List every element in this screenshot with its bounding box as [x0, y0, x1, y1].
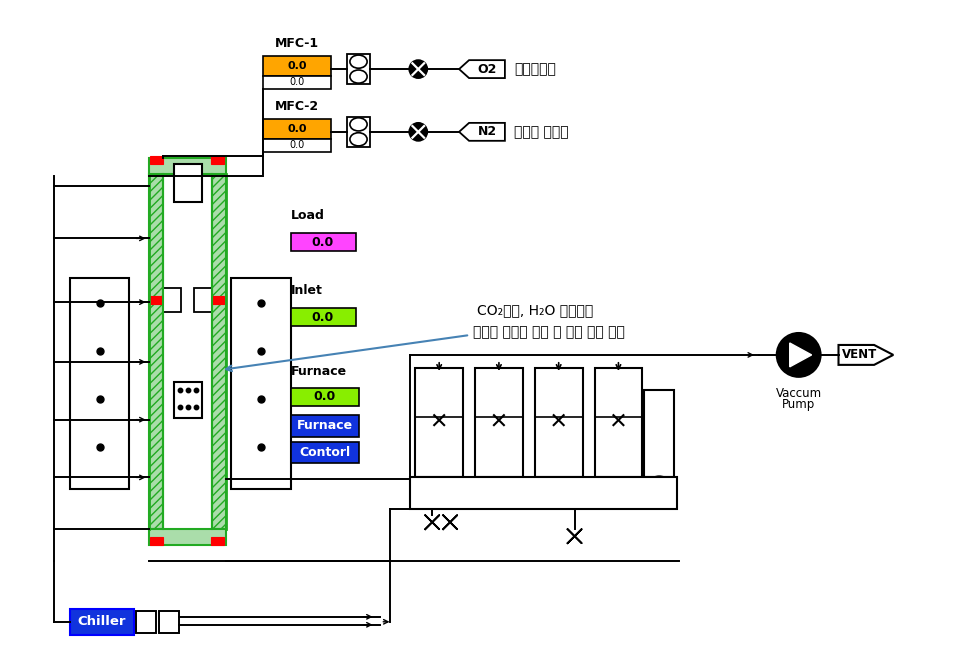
Bar [210, 296, 224, 304]
Bar [174, 382, 202, 418]
Text: 연소분위기: 연소분위기 [513, 62, 555, 76]
Bar [262, 119, 331, 139]
Bar [212, 174, 226, 529]
Text: 0.0: 0.0 [311, 311, 333, 323]
Bar [149, 158, 226, 174]
Text: Vaccum: Vaccum [775, 387, 821, 399]
Text: N2: N2 [477, 126, 496, 138]
Polygon shape [458, 123, 505, 141]
Text: Pump: Pump [781, 397, 815, 411]
Bar [290, 442, 358, 464]
Bar [210, 156, 224, 164]
Text: Furnace: Furnace [296, 419, 353, 432]
Text: 0.0: 0.0 [313, 390, 335, 403]
Polygon shape [789, 343, 811, 367]
Circle shape [408, 60, 427, 78]
Bar [290, 388, 358, 405]
Text: MFC-1: MFC-1 [275, 37, 318, 50]
Bar [69, 609, 135, 635]
Bar [290, 308, 356, 326]
Bar [163, 288, 181, 312]
Ellipse shape [350, 70, 367, 83]
Bar [69, 279, 130, 490]
Bar [346, 54, 370, 84]
Ellipse shape [350, 118, 367, 131]
Bar [415, 368, 462, 478]
Bar [174, 164, 202, 202]
Text: Chiller: Chiller [77, 615, 126, 629]
Bar [346, 117, 370, 147]
Bar [136, 611, 157, 633]
Circle shape [646, 476, 672, 502]
Bar [644, 389, 674, 478]
Text: VENT: VENT [841, 349, 876, 361]
Text: Inlet: Inlet [290, 284, 322, 297]
Bar [262, 76, 331, 89]
Text: O2: O2 [477, 63, 496, 75]
Circle shape [776, 333, 820, 377]
Text: Furnace: Furnace [290, 365, 347, 378]
Text: 열분해 분위기: 열분해 분위기 [513, 125, 568, 139]
Text: 0.0: 0.0 [286, 124, 307, 134]
Polygon shape [458, 60, 505, 78]
Text: 폐기물 시료의 온도 및 무게 변화 측정: 폐기물 시료의 온도 및 무게 변화 측정 [473, 325, 625, 339]
Bar [410, 478, 677, 509]
Text: CO₂흥수, H₂O 응축회수: CO₂흥수, H₂O 응축회수 [476, 303, 592, 317]
Ellipse shape [350, 133, 367, 146]
Bar [475, 368, 522, 478]
Bar [149, 529, 226, 545]
Text: Load: Load [290, 210, 324, 222]
Bar [210, 537, 224, 545]
Bar [290, 233, 356, 251]
Polygon shape [838, 345, 893, 365]
Bar [290, 415, 358, 437]
Circle shape [408, 123, 427, 141]
Bar [149, 174, 163, 529]
Text: MFC-2: MFC-2 [275, 100, 318, 113]
Bar [150, 156, 163, 164]
Text: Contorl: Contorl [299, 446, 350, 459]
Bar [262, 139, 331, 152]
Bar [194, 288, 212, 312]
Bar [594, 368, 642, 478]
Bar [160, 611, 179, 633]
Bar [231, 279, 290, 490]
Bar [534, 368, 582, 478]
Text: 0.0: 0.0 [289, 140, 304, 150]
Bar [150, 296, 163, 304]
Ellipse shape [350, 55, 367, 68]
Text: 0.0: 0.0 [286, 61, 307, 71]
Text: 0.0: 0.0 [311, 236, 333, 249]
Bar [150, 537, 163, 545]
Bar [262, 56, 331, 76]
Text: 0.0: 0.0 [289, 77, 304, 87]
